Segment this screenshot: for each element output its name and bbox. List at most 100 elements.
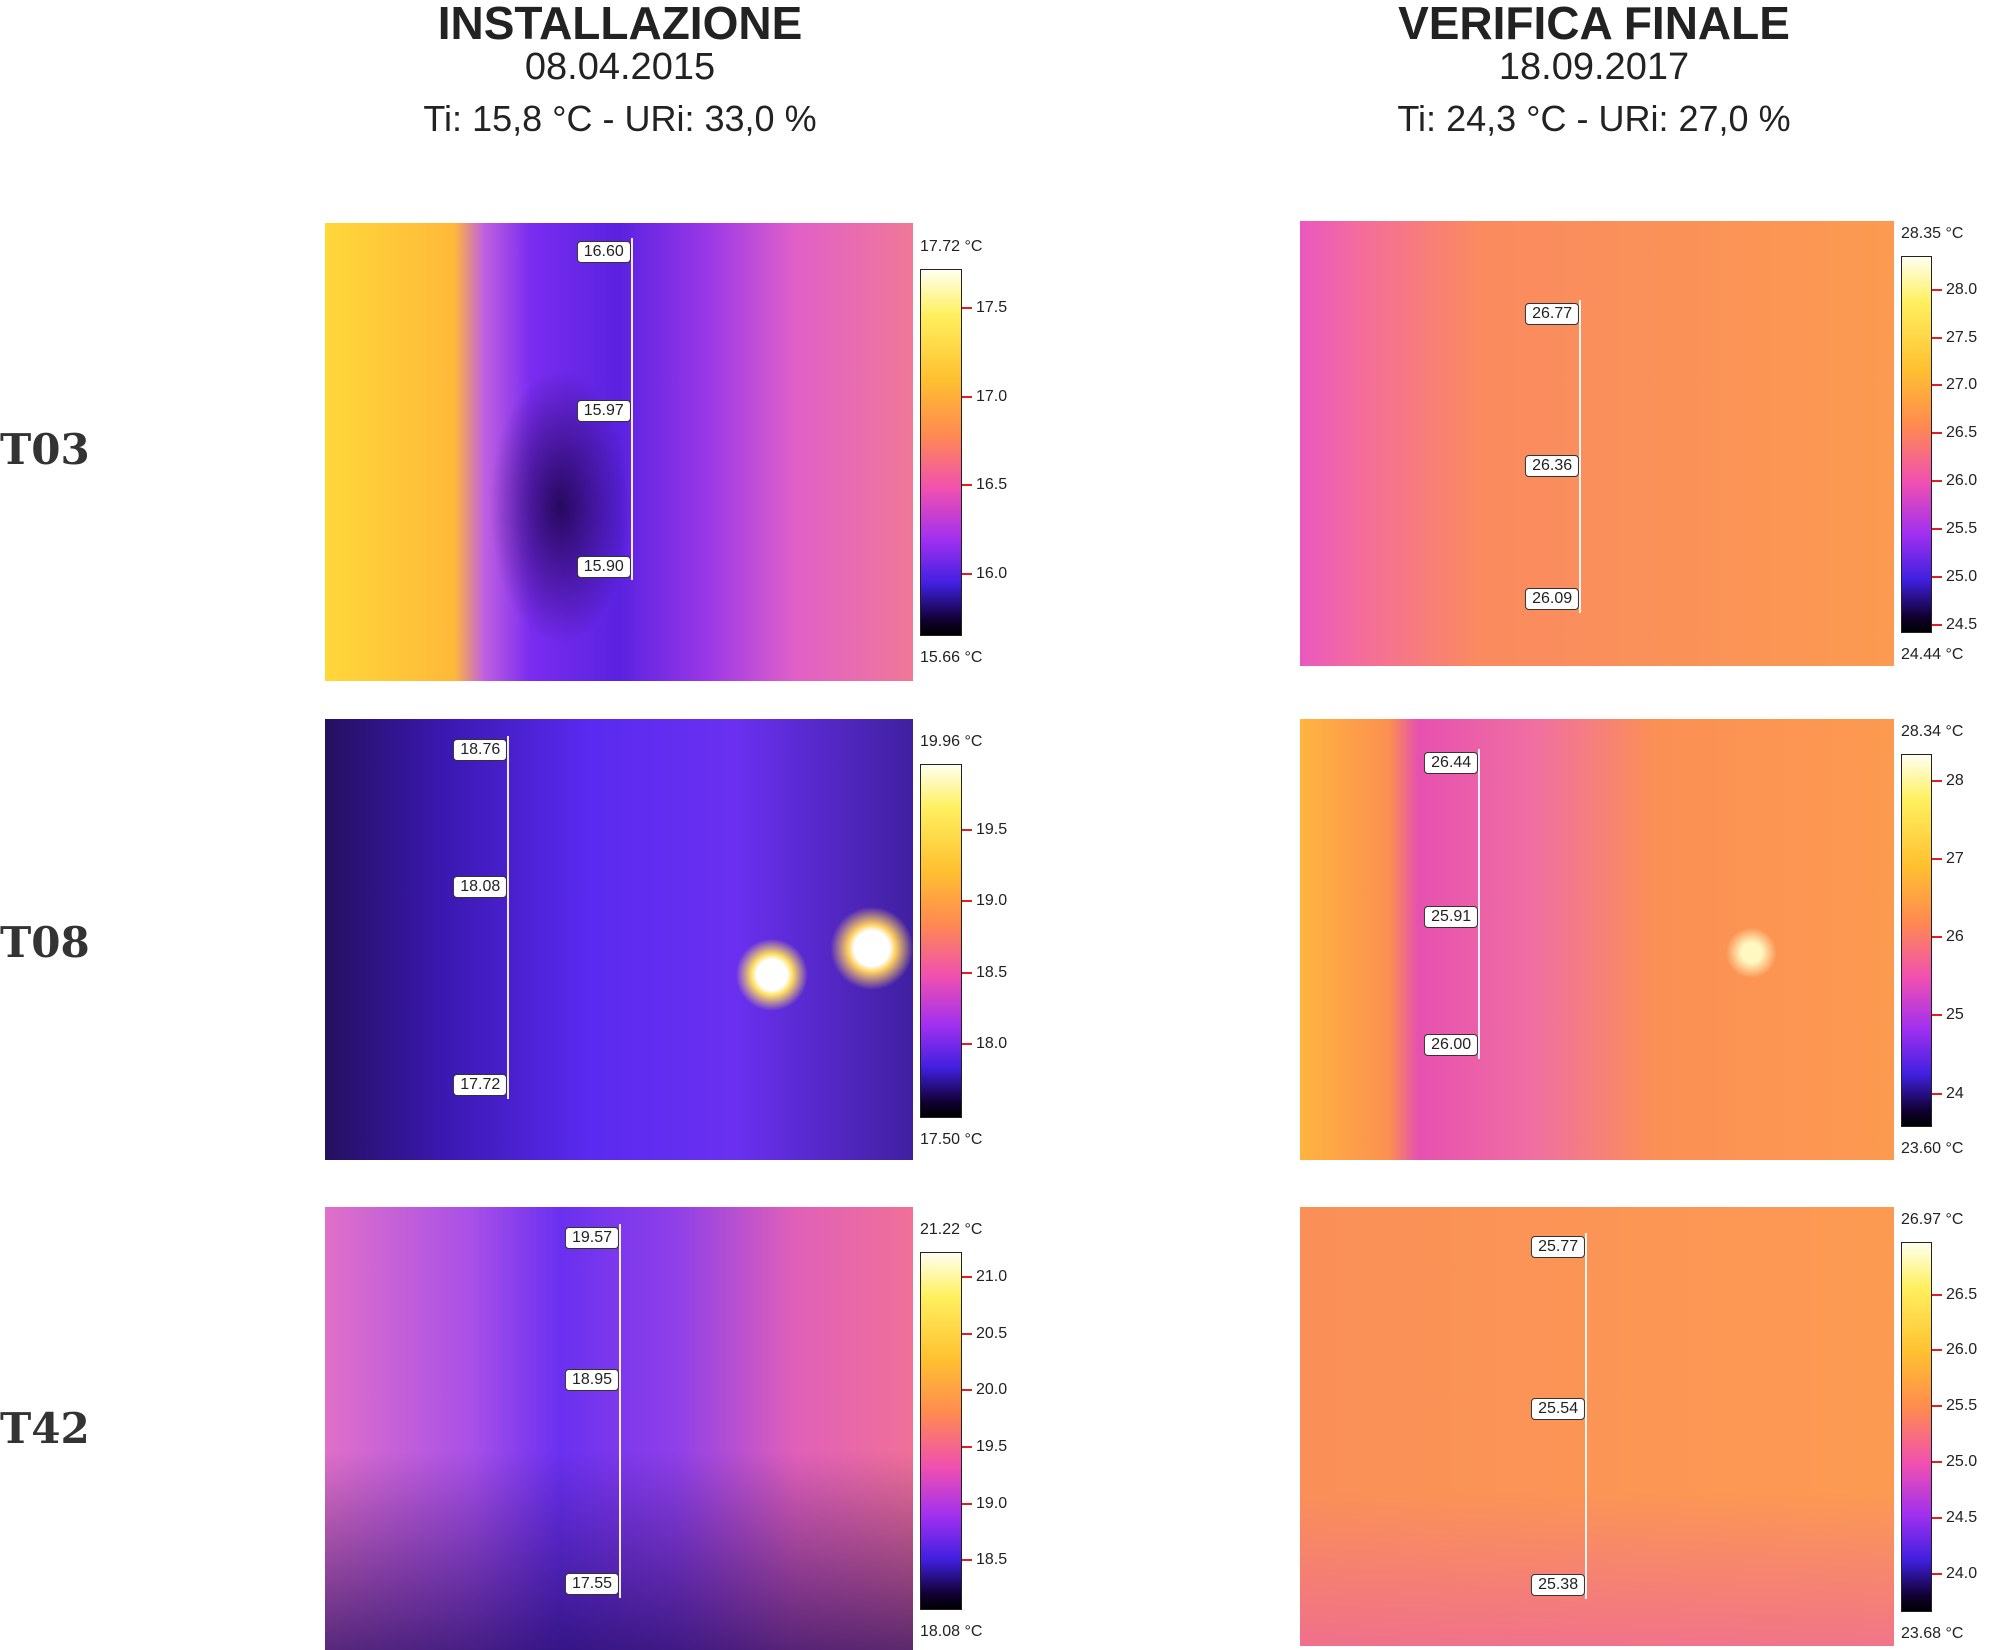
color-scale [920, 269, 962, 636]
scale-tick-label: 24.0 [1946, 1565, 1978, 1583]
scale-tick-label: 17.0 [976, 387, 1008, 405]
scale-min: 23.68 °C [1901, 1625, 1964, 1642]
scale-tick-label: 17.5 [976, 298, 1008, 316]
spot-label: 25.77 [1531, 1235, 1586, 1258]
spot-label: 25.91 [1424, 906, 1479, 929]
scale-tick [1932, 336, 1942, 339]
column-conditions: Ti: 15,8 °C - URi: 33,0 % [423, 98, 817, 139]
scale-tick-label: 16.5 [976, 476, 1008, 494]
scale-tick-label: 20.5 [976, 1324, 1008, 1342]
scale-tick [1932, 936, 1942, 939]
scale-tick-label: 25.5 [1946, 520, 1978, 538]
scale-min: 24.44 °C [1901, 646, 1964, 663]
column-title: INSTALLAZIONE [437, 0, 803, 49]
measure-line [507, 735, 510, 1100]
measure-line [1579, 300, 1582, 614]
scale-tick-label: 19.0 [976, 1494, 1008, 1512]
thermal-image [325, 719, 913, 1160]
thermal-image [1300, 221, 1894, 666]
spot-label: 17.55 [564, 1572, 619, 1595]
scale-max: 28.35 °C [1901, 225, 1964, 242]
scale-tick [1932, 432, 1942, 435]
scale-tick-label: 25 [1946, 1006, 1964, 1024]
column-title: VERIFICA FINALE [1398, 0, 1790, 49]
scale-tick-label: 27.0 [1946, 376, 1978, 394]
color-scale [1901, 256, 1932, 633]
scale-tick [962, 900, 972, 903]
scale-tick [962, 306, 972, 309]
scale-tick-label: 18.5 [976, 1551, 1008, 1569]
scale-tick [962, 572, 972, 575]
spot-label: 26.44 [1424, 752, 1479, 775]
scale-tick-label: 25.0 [1946, 568, 1978, 586]
row-label: T03 [0, 425, 90, 474]
spot-label: 18.08 [453, 875, 508, 898]
color-scale [920, 1252, 962, 1610]
spot-label: 16.60 [576, 241, 631, 264]
spot-label: 15.97 [576, 399, 631, 422]
scale-tick [1932, 1517, 1942, 1520]
scale-tick-label: 27.5 [1946, 328, 1978, 346]
scale-tick-label: 25.5 [1946, 1397, 1978, 1415]
spot-label: 18.76 [453, 738, 508, 761]
color-scale [1901, 754, 1932, 1127]
scale-tick-label: 24 [1946, 1084, 1964, 1102]
thermal-image [1300, 1207, 1894, 1646]
scale-min: 15.66 °C [920, 649, 983, 666]
scale-tick [1932, 1461, 1942, 1464]
spot-label: 26.09 [1525, 588, 1580, 611]
scale-tick [1932, 1573, 1942, 1576]
scale-tick-label: 26.0 [1946, 472, 1978, 490]
scale-tick-label: 26.5 [1946, 1285, 1978, 1303]
scale-tick-label: 26.0 [1946, 1341, 1978, 1359]
spot-label: 19.57 [564, 1227, 619, 1249]
scale-tick-label: 24.5 [1946, 1509, 1978, 1527]
scale-min: 17.50 °C [920, 1131, 983, 1148]
column-date: 08.04.2015 [524, 46, 716, 88]
scale-tick-label: 19.0 [976, 892, 1008, 910]
spot-label: 26.36 [1525, 454, 1580, 477]
scale-tick [962, 1559, 972, 1562]
scale-tick [1932, 384, 1942, 387]
scale-tick [1932, 857, 1942, 860]
scale-tick [962, 971, 972, 974]
scale-tick-label: 26 [1946, 928, 1964, 946]
scale-tick [962, 1446, 972, 1448]
scale-tick-label: 25.0 [1946, 1453, 1978, 1471]
scale-tick [1932, 576, 1942, 579]
scale-tick [1932, 1014, 1942, 1017]
column-conditions: Ti: 24,3 °C - URi: 27,0 % [1397, 98, 1791, 139]
scale-tick-label: 24.5 [1946, 616, 1978, 634]
scale-tick-label: 27 [1946, 849, 1964, 867]
measure-line [1585, 1232, 1588, 1599]
scale-tick-label: 18.5 [976, 963, 1008, 981]
spot-label: 17.72 [453, 1074, 508, 1097]
scale-tick-label: 28.0 [1946, 280, 1978, 298]
scale-tick-label: 16.0 [976, 564, 1008, 582]
scale-tick [1932, 1293, 1942, 1296]
scale-tick [962, 484, 972, 487]
spot-label: 25.38 [1531, 1573, 1586, 1596]
scale-tick [962, 1043, 972, 1046]
scale-tick-label: 26.5 [1946, 424, 1978, 442]
scale-max: 21.22 °C [920, 1221, 983, 1238]
scale-tick [1932, 1405, 1942, 1408]
scale-tick [962, 1332, 972, 1335]
measure-line [1478, 749, 1481, 1060]
spot-label: 15.90 [576, 555, 631, 578]
scale-max: 17.72 °C [920, 238, 983, 255]
scale-tick [962, 1502, 972, 1505]
scale-max: 28.34 °C [1901, 723, 1964, 740]
scale-tick-label: 18.0 [976, 1035, 1008, 1053]
row-label: T08 [0, 918, 90, 967]
spot-label: 26.77 [1525, 303, 1580, 326]
scale-tick [1932, 624, 1942, 627]
thermal-image [1300, 719, 1894, 1160]
measure-line [619, 1224, 621, 1598]
scale-tick [1932, 779, 1942, 782]
scale-min: 23.60 °C [1901, 1140, 1964, 1157]
spot-label: 18.95 [564, 1368, 619, 1391]
scale-tick [962, 1389, 972, 1392]
scale-tick-label: 28 [1946, 771, 1964, 789]
